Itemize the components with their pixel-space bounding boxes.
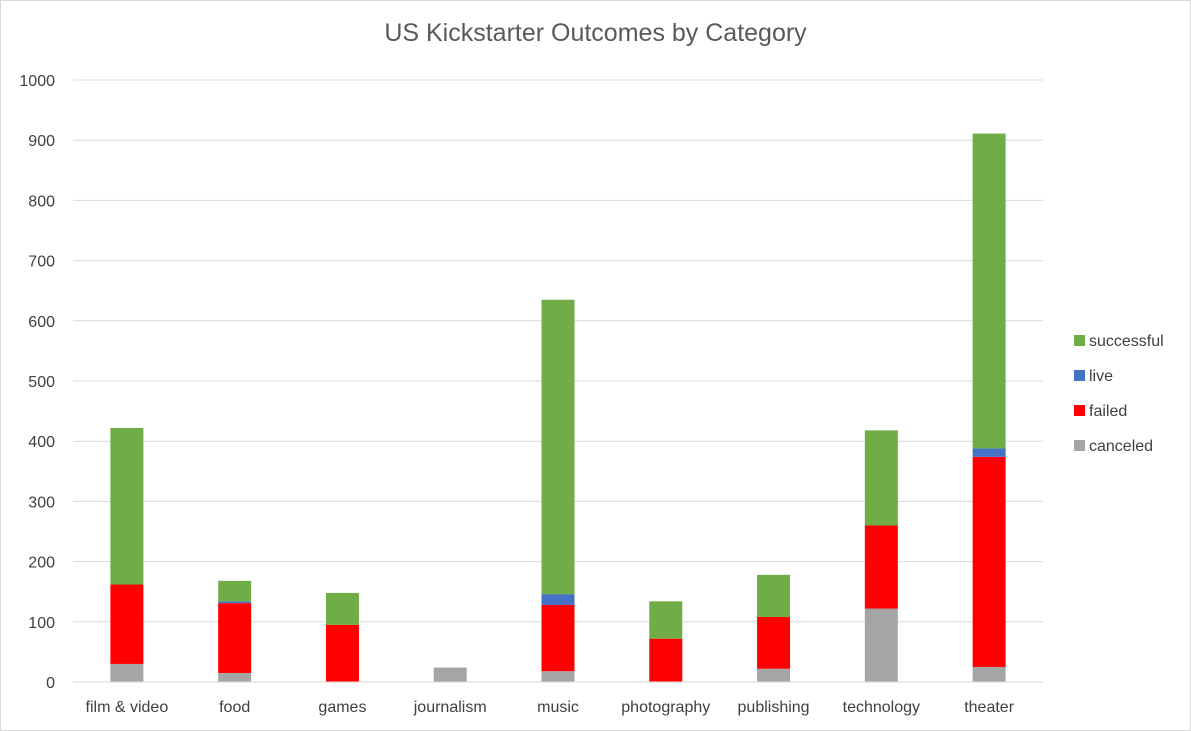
chart-title: US Kickstarter Outcomes by Category [384, 19, 807, 47]
legend: successful live failed canceled [1074, 333, 1164, 455]
bar-segment-canceled [757, 668, 791, 682]
bar-segment-canceled [541, 671, 575, 682]
x-tick-label: games [318, 699, 366, 716]
y-tick-label: 300 [28, 494, 55, 511]
bar-segment-failed [864, 525, 898, 609]
y-tick-label: 0 [46, 675, 55, 692]
x-tick-label: publishing [738, 699, 810, 716]
legend-swatch-successful [1074, 335, 1085, 346]
legend-swatch-canceled [1074, 440, 1085, 451]
legend-label-successful: successful [1089, 333, 1164, 350]
legend-swatch-live [1074, 370, 1085, 381]
legend-swatch-failed [1074, 405, 1085, 416]
y-tick-label: 500 [28, 374, 55, 391]
bar-segment-canceled [864, 608, 898, 682]
bar-segment-successful [864, 430, 898, 526]
bar-segment-successful [541, 299, 575, 595]
x-tick-label: theater [964, 699, 1014, 716]
bar-segment-live [218, 601, 252, 604]
y-tick-label: 900 [28, 133, 55, 150]
bar-segment-canceled [218, 672, 252, 682]
x-tick-label: technology [843, 699, 920, 716]
bar-segment-live [541, 594, 575, 605]
bar-segment-canceled [110, 663, 144, 682]
bar-segment-successful [325, 592, 359, 625]
bar-segment-canceled [972, 666, 1006, 682]
y-tick-label: 100 [28, 615, 55, 632]
bar-segment-successful [218, 580, 252, 602]
bar-segment-successful [649, 601, 683, 639]
legend-label-failed: failed [1089, 403, 1127, 420]
y-tick-label: 700 [28, 254, 55, 271]
bar-segment-failed [325, 624, 359, 682]
bar-segment-failed [757, 616, 791, 669]
bar-segment-live [972, 448, 1006, 457]
x-tick-label: food [219, 699, 250, 716]
y-tick-label: 800 [28, 193, 55, 210]
bar-segment-canceled [433, 667, 467, 682]
bars [110, 133, 1006, 682]
legend-label-live: live [1089, 368, 1113, 385]
x-tick-label: film & video [86, 699, 169, 716]
x-tick-label: music [537, 699, 579, 716]
bar-segment-failed [218, 603, 252, 673]
y-tick-label: 200 [28, 555, 55, 572]
bar-segment-failed [972, 456, 1006, 667]
bar-segment-failed [649, 638, 683, 682]
axes: 0 100 200 300 400 500 600 700 800 900 1000 film & v… [19, 73, 1043, 716]
legend-label-canceled: canceled [1089, 438, 1153, 455]
bar-segment-successful [110, 427, 144, 585]
bar-segment-successful [757, 574, 791, 617]
y-tick-label: 400 [28, 434, 55, 451]
y-tick-label: 600 [28, 314, 55, 331]
y-tick-label: 1000 [19, 73, 55, 90]
x-tick-label: photography [621, 699, 710, 716]
x-tick-label: journalism [413, 699, 487, 716]
bar-segment-failed [541, 604, 575, 672]
bar-segment-failed [110, 584, 144, 664]
bar-segment-successful [972, 133, 1006, 449]
